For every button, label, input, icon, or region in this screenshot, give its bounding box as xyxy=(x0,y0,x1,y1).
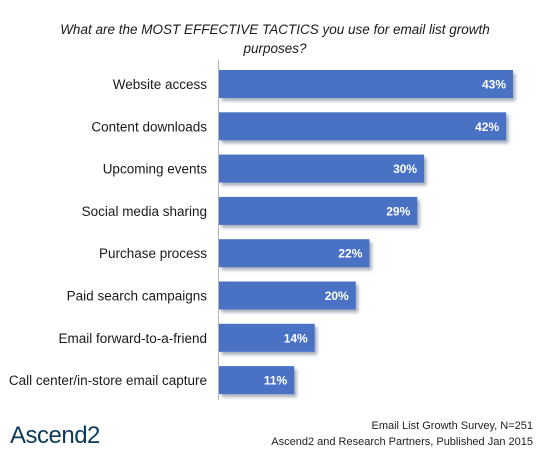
svg-text:Ascend2: Ascend2 xyxy=(10,422,100,449)
bar-value-label: 30% xyxy=(393,162,417,176)
category-label: Website access xyxy=(113,77,208,92)
category-label: Social media sharing xyxy=(82,204,207,219)
bar xyxy=(219,366,295,395)
bar xyxy=(219,112,507,141)
category-label: Paid search campaigns xyxy=(67,289,208,304)
bars-layer: Website access 43% Content downloads 42% Upc… xyxy=(9,70,513,395)
source-note: Email List Growth Survey, N=251 Ascend2 … xyxy=(271,418,533,450)
bar-value-label: 43% xyxy=(482,78,506,92)
category-label: Purchase process xyxy=(99,246,207,261)
chart-title: What are the MOST EFFECTIVE TACTICS you … xyxy=(60,22,490,56)
source-line-survey: Email List Growth Survey, N=251 xyxy=(371,420,534,432)
category-label: Upcoming events xyxy=(103,162,208,177)
category-label: Email forward-to-a-friend xyxy=(58,331,207,346)
ascend2-logo: Ascend2 xyxy=(10,422,101,449)
bar xyxy=(219,154,425,183)
bar-value-label: 29% xyxy=(386,204,410,218)
bar-value-label: 14% xyxy=(284,331,308,345)
bar-value-label: 11% xyxy=(264,374,288,388)
source-line-publisher: Ascend2 and Research Partners, Published… xyxy=(271,436,533,448)
bar-value-label: 20% xyxy=(325,289,349,303)
bar-value-label: 42% xyxy=(475,120,499,134)
bar xyxy=(219,70,513,98)
bar-value-label: 22% xyxy=(338,247,362,261)
bar xyxy=(219,239,370,268)
category-label: Content downloads xyxy=(91,119,207,134)
bar xyxy=(219,281,356,310)
bar xyxy=(219,323,315,352)
bar xyxy=(219,196,418,225)
category-label: Call center/in-store email capture xyxy=(9,373,207,388)
